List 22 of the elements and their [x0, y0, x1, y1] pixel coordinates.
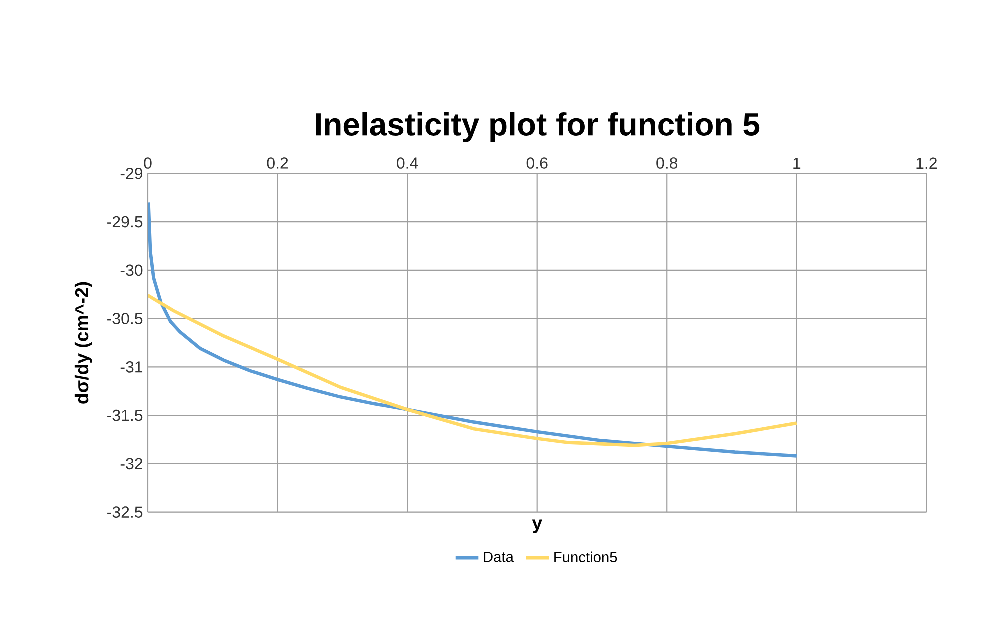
y-tick-label: -30.5 — [108, 313, 143, 324]
x-tick-label: 1.2 — [916, 158, 937, 169]
y-tick-label: -30 — [120, 264, 143, 276]
y-tick-label: -29.5 — [108, 216, 143, 228]
x-tick-label: 0 — [144, 158, 152, 169]
x-axis-title: y — [532, 520, 542, 534]
x-tick-label: 0.2 — [267, 158, 288, 169]
legend-label: Function5 — [554, 552, 618, 563]
legend-label: Data — [484, 552, 514, 562]
y-axis-title: dσ/dy (cm^-2) — [74, 282, 92, 404]
x-tick-label: 0.4 — [397, 158, 418, 169]
line-series — [148, 201, 799, 458]
line-series — [148, 294, 799, 448]
x-tick-label: 0.6 — [526, 158, 548, 169]
y-tick-label: -32 — [120, 458, 142, 470]
x-tick-label: 0.8 — [656, 158, 678, 169]
y-tick-label: -32.5 — [108, 506, 143, 518]
y-tick-label: -29 — [120, 168, 143, 180]
y-tick-label: -31.5 — [108, 410, 143, 422]
x-tick-label: 1 — [794, 158, 801, 169]
chart-title: Inelasticity plot for function 5 — [316, 112, 760, 142]
y-tick-label: -31 — [120, 362, 143, 373]
